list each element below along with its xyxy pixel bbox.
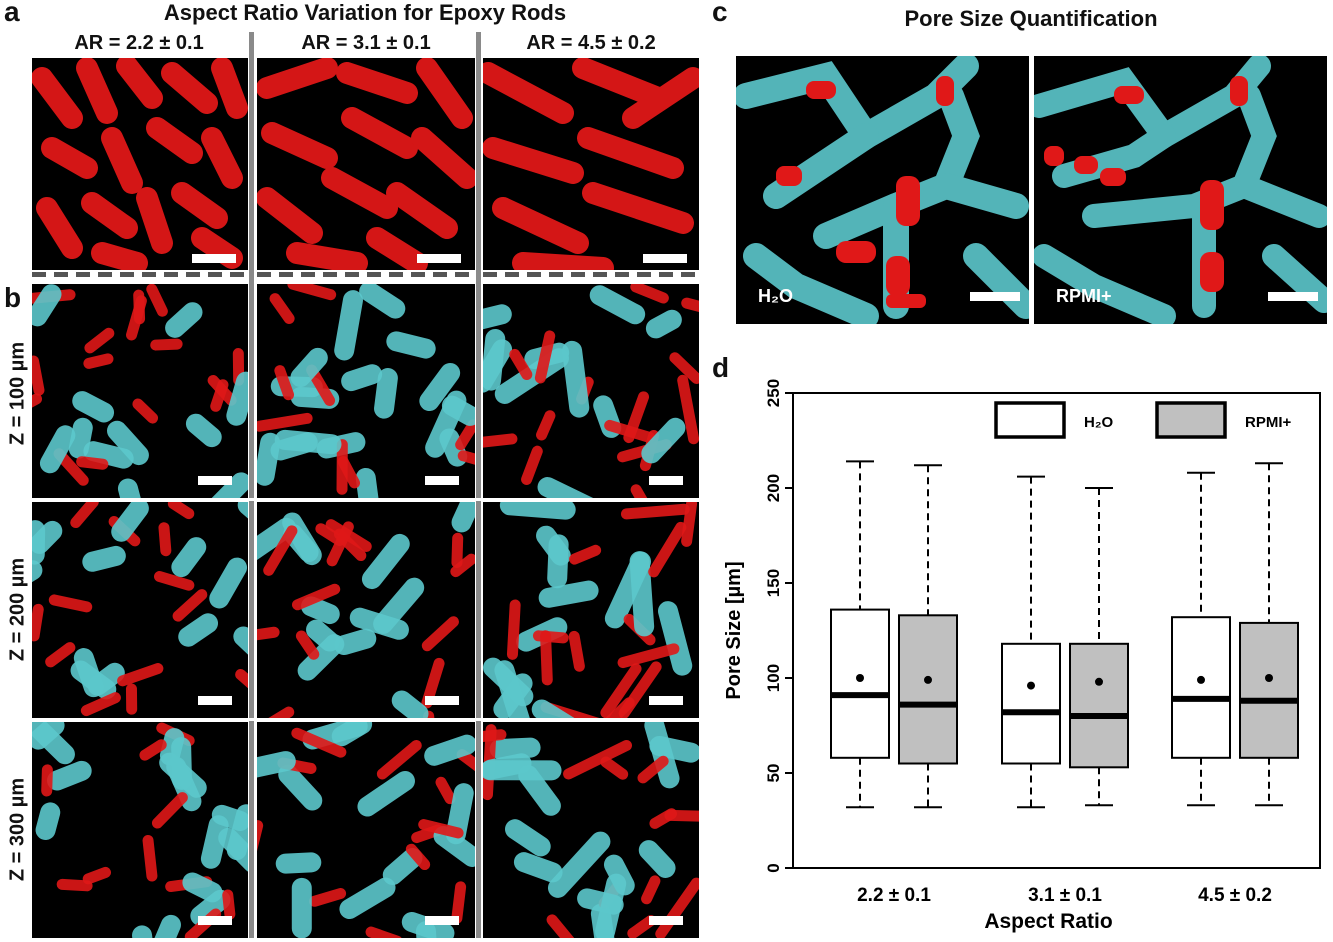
rods-image <box>32 284 248 498</box>
y-tick-label: 0 <box>764 863 783 872</box>
box-iqr <box>1001 642 1061 765</box>
scale-bar <box>970 292 1020 301</box>
y-tick-label: 150 <box>764 569 783 597</box>
scale-bar <box>425 696 459 705</box>
panel-a-label: a <box>4 0 20 27</box>
box-iqr <box>1239 621 1299 759</box>
scale-bar <box>649 696 683 705</box>
box-mean-point <box>924 675 932 684</box>
x-axis-label: Aspect Ratio <box>984 910 1112 933</box>
micrograph-b <box>257 284 475 498</box>
box-iqr <box>898 614 958 765</box>
micrograph-b <box>483 284 699 498</box>
y-tick-label: 200 <box>764 474 783 502</box>
scale-bar <box>198 476 232 485</box>
row-separator <box>32 718 699 721</box>
rods-image <box>32 502 248 717</box>
box-mean-point <box>1197 675 1205 684</box>
pore-network-image <box>1034 56 1327 324</box>
box-mean-point <box>1265 674 1273 682</box>
y-tick-label: 250 <box>764 379 783 407</box>
scale-bar <box>649 916 683 925</box>
dashed-divider <box>257 272 475 277</box>
scale-bar <box>417 254 461 263</box>
y-tick-label: 100 <box>764 664 783 692</box>
x-category-label: 3.1 ± 0.1 <box>1028 885 1102 906</box>
row-separator <box>32 498 699 501</box>
rods-image <box>257 502 475 718</box>
panel-a-title: Aspect Ratio Variation for Epoxy Rods <box>163 0 567 25</box>
row-label-z100: Z = 100 µm <box>6 341 29 446</box>
rods-image <box>483 502 698 718</box>
panel-c-title: Pore Size Quantification <box>904 6 1158 31</box>
scale-bar <box>198 696 232 705</box>
rods-image <box>32 58 248 270</box>
dashed-divider <box>483 272 699 277</box>
rods-image <box>257 58 475 270</box>
label-h2o: H₂O <box>758 286 793 306</box>
panel-d-label: d <box>712 352 730 383</box>
scale-bar <box>1268 292 1318 301</box>
column-header-ar-3-1: AR = 3.1 ± 0.1 <box>301 32 431 54</box>
box-iqr <box>1171 616 1231 759</box>
rods-image <box>32 722 248 938</box>
micrograph-a-ar22 <box>32 58 248 270</box>
micrograph-b <box>257 722 475 938</box>
dashed-divider <box>32 272 248 277</box>
box-iqr <box>1069 642 1129 769</box>
box-mean-point <box>856 674 864 682</box>
rods-image <box>483 58 699 270</box>
panel-c-label: c <box>712 0 728 27</box>
rods-image <box>483 722 699 938</box>
legend-label: H₂O <box>1084 414 1113 431</box>
label-rpmi: RPMI+ <box>1056 286 1112 306</box>
rods-image <box>483 284 699 498</box>
plot-frame <box>792 392 1321 869</box>
scale-bar <box>643 254 687 263</box>
box-mean-point <box>1027 681 1035 690</box>
scale-bar <box>192 254 236 263</box>
scale-bar <box>425 476 459 485</box>
box-mean-point <box>1095 677 1103 686</box>
rods-image <box>257 284 475 498</box>
panel-b-label: b <box>4 282 22 313</box>
micrograph-b <box>483 722 699 938</box>
legend-swatch <box>994 401 1066 439</box>
micrograph-b <box>32 284 248 498</box>
micrograph-b <box>483 502 699 718</box>
column-header-ar-2-2: AR = 2.2 ± 0.1 <box>74 32 204 54</box>
column-separator <box>476 32 481 938</box>
box-plot-chart: 0 50 100 150 200 250 Pore Size [µm] 2.2 ± 0.1 3.… <box>723 379 1321 933</box>
row-label-z300: Z = 300 µm <box>6 777 29 882</box>
micrograph-b <box>32 502 248 718</box>
micrograph-a-ar31 <box>257 58 475 270</box>
y-tick-label: 50 <box>764 764 783 783</box>
x-category-label: 2.2 ± 0.1 <box>857 885 931 906</box>
box-iqr <box>830 608 890 759</box>
micrograph-c-h2o: H₂O <box>736 56 1029 324</box>
rods-image <box>257 722 475 938</box>
column-header-ar-4-5: AR = 4.5 ± 0.2 <box>526 32 656 54</box>
micrograph-c-rpmi: RPMI+ <box>1034 56 1327 324</box>
legend-swatch <box>1155 401 1227 439</box>
micrograph-a-ar45 <box>483 58 699 270</box>
scale-bar <box>198 916 232 925</box>
scale-bar <box>425 916 459 925</box>
legend-label: RPMI+ <box>1245 414 1292 431</box>
y-axis-label: Pore Size [µm] <box>723 561 745 699</box>
scale-bar <box>649 476 683 485</box>
micrograph-b <box>32 722 248 938</box>
column-separator <box>249 32 254 938</box>
x-category-label: 4.5 ± 0.2 <box>1198 885 1272 906</box>
pore-network-image <box>736 56 1029 324</box>
micrograph-b <box>257 502 475 718</box>
row-label-z200: Z = 200 µm <box>6 557 29 662</box>
